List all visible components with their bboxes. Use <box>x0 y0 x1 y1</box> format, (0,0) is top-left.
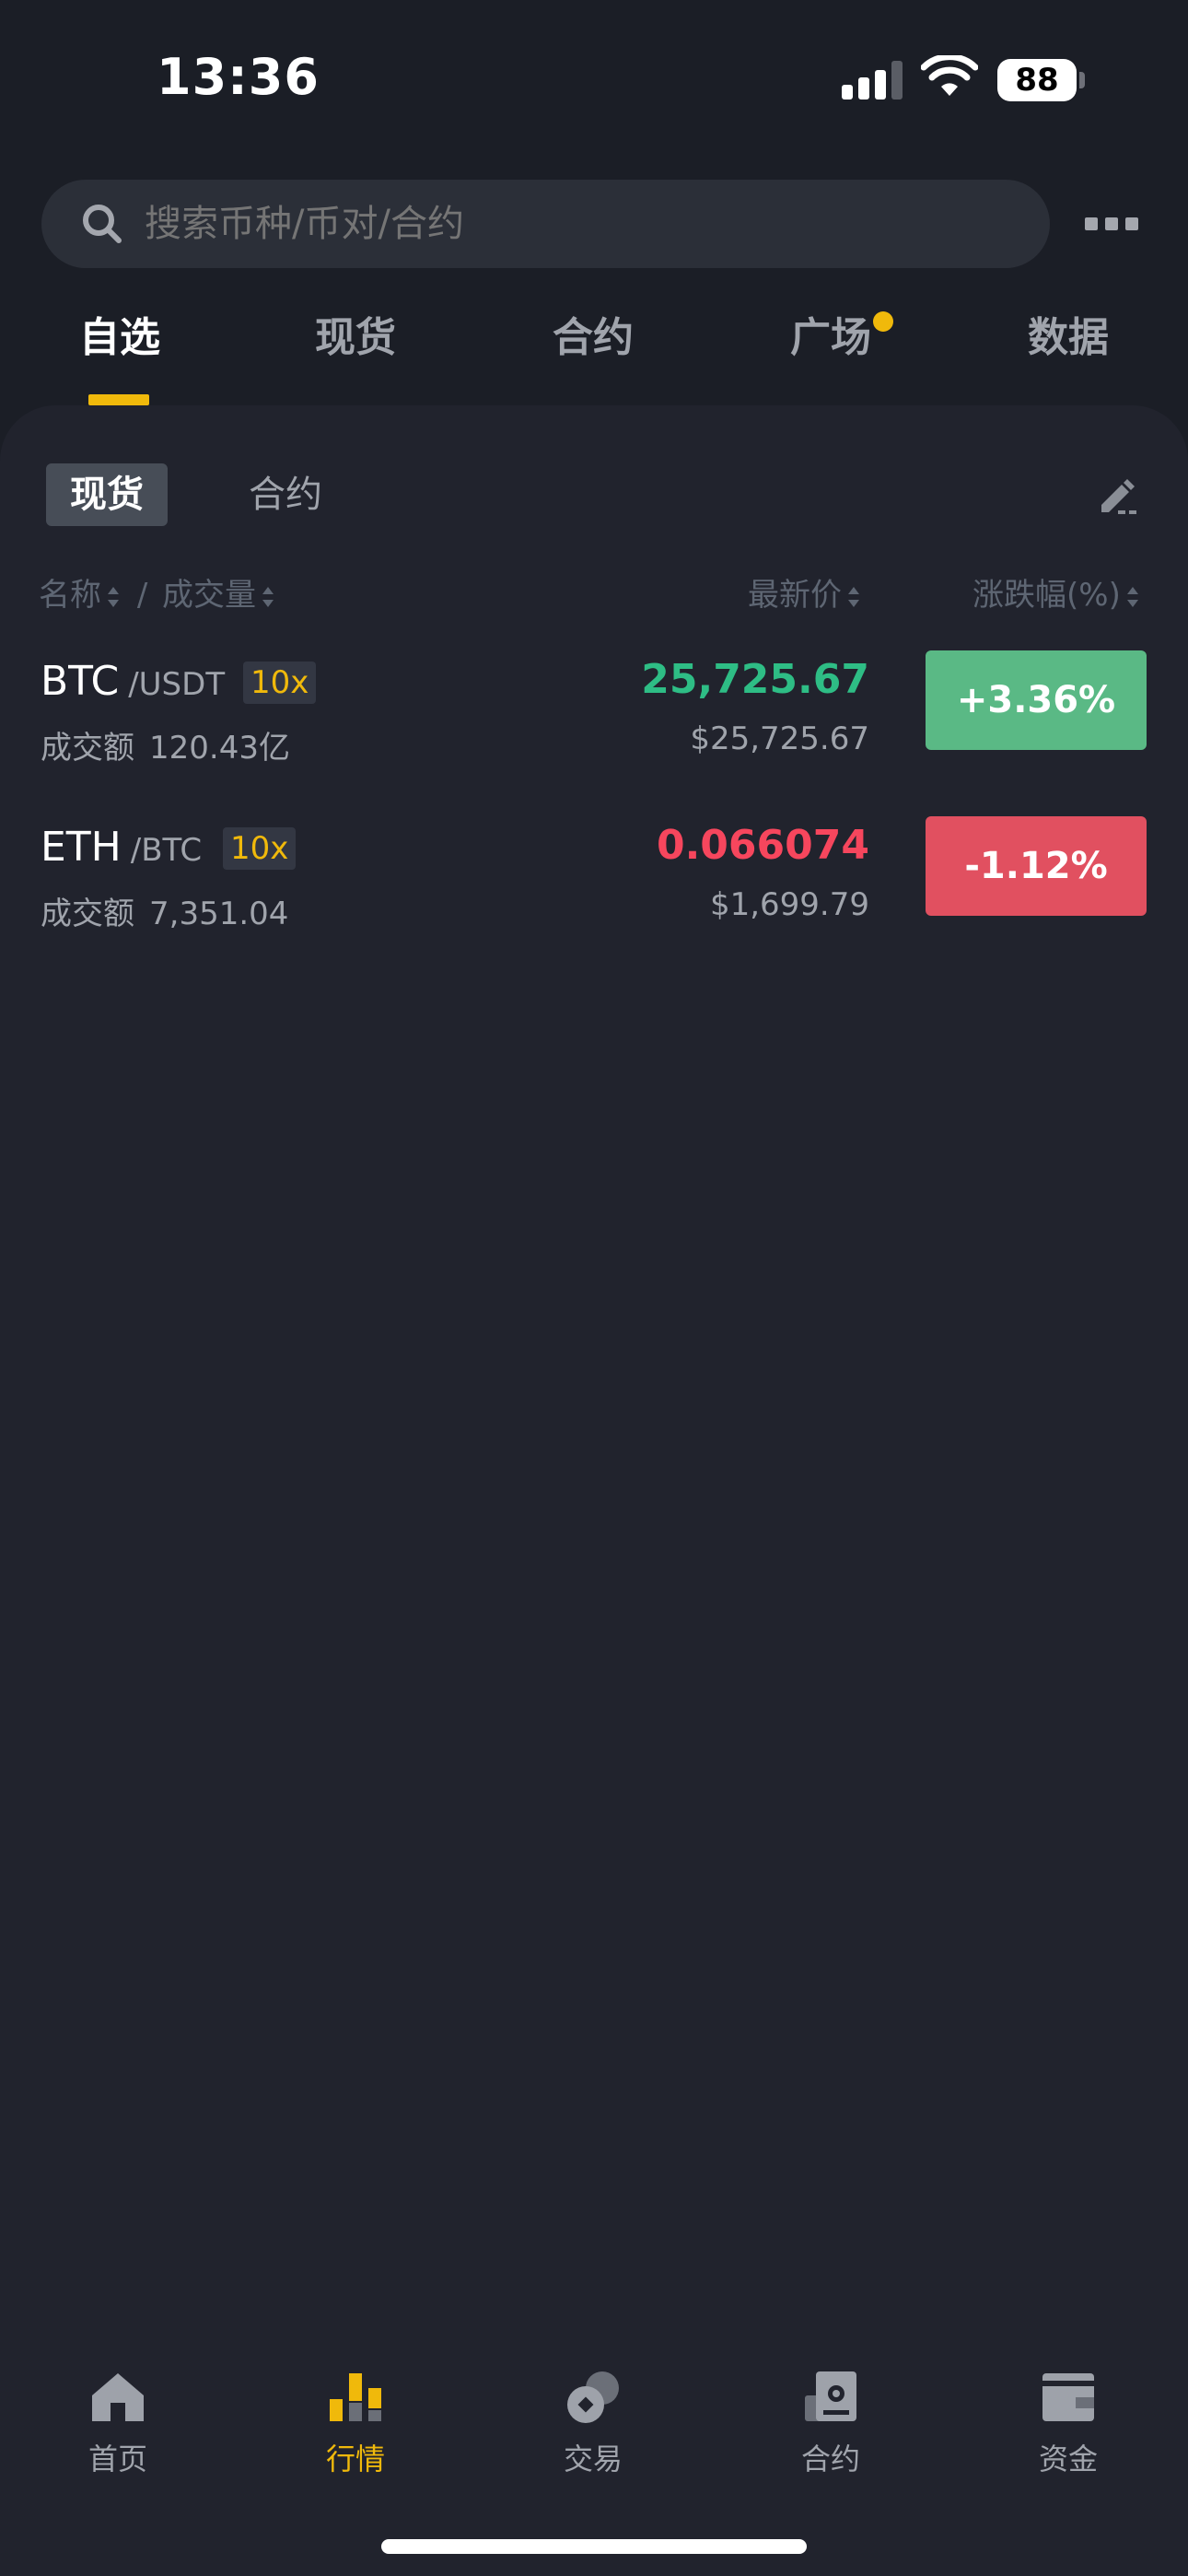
pair-base: BTC <box>41 658 120 705</box>
edit-icon[interactable] <box>1096 474 1138 516</box>
leverage-badge: 10x <box>243 662 317 704</box>
nav-market[interactable]: 行情 <box>282 2368 429 2478</box>
tab-data[interactable]: 数据 <box>1028 314 1109 361</box>
tab-watchlist[interactable]: 自选 <box>79 314 160 361</box>
sort-icon <box>108 586 119 607</box>
sort-icon <box>848 586 859 607</box>
usd-price: $25,725.67 <box>690 720 869 757</box>
nav-futures-label: 合约 <box>800 2441 860 2476</box>
nav-home-label: 首页 <box>87 2441 147 2476</box>
wallet-icon <box>1042 2373 1094 2421</box>
search-icon <box>83 205 122 243</box>
sub-tab-futures[interactable]: 合约 <box>249 474 322 516</box>
tab-spot[interactable]: 现货 <box>315 314 396 361</box>
column-change-label: 涨跌幅(%) <box>973 577 1121 614</box>
pair-quote: /BTC <box>130 832 203 869</box>
pair-name: BTC/USDT <box>41 658 225 705</box>
pair-base: ETH <box>41 824 122 871</box>
column-volume-label: 成交量 <box>162 577 256 614</box>
notification-dot <box>873 311 893 332</box>
cellular-signal-icon <box>842 61 903 100</box>
tab-futures[interactable]: 合约 <box>553 314 634 361</box>
battery-tip <box>1079 72 1085 88</box>
nav-futures[interactable]: 合约 <box>757 2368 904 2478</box>
nav-funds[interactable]: 资金 <box>995 2368 1142 2478</box>
turnover-label: 成交额 <box>41 730 134 767</box>
pair-name: ETH/BTC <box>41 824 202 871</box>
leverage-badge: 10x <box>223 827 297 870</box>
wifi-icon <box>921 55 978 96</box>
nav-trade-label: 交易 <box>563 2441 623 2476</box>
turnover-value: 7,351.04 <box>149 896 289 932</box>
bottom-nav: 首页 行情 交易 合约 <box>0 2349 1188 2576</box>
usd-price: $1,699.79 <box>709 886 869 923</box>
active-tab-indicator <box>88 394 149 405</box>
market-chart-icon <box>330 2373 381 2421</box>
nav-funds-label: 资金 <box>1038 2441 1098 2476</box>
market-row-btc[interactable]: BTC/USDT 10x 成交额 120.43亿 25,725.67 $25,72… <box>0 650 1188 798</box>
status-time: 13:36 <box>157 48 320 106</box>
search-input[interactable] <box>145 180 973 268</box>
market-row-eth[interactable]: ETH/BTC 10x 成交额 7,351.04 0.066074 $1,699.… <box>0 816 1188 964</box>
more-options-button[interactable] <box>1085 214 1140 236</box>
home-indicator[interactable] <box>381 2539 807 2554</box>
column-header-name[interactable]: 名称 / <box>39 569 147 615</box>
nav-market-label: 行情 <box>325 2441 385 2476</box>
main-panel <box>0 405 1188 2576</box>
tab-square[interactable]: 广场 <box>790 314 871 361</box>
top-tabs: 自选 现货 合约 广场 数据 <box>0 304 1188 405</box>
column-last-price-label: 最新价 <box>748 577 842 614</box>
column-header-last-price[interactable]: 最新价 <box>748 569 860 615</box>
change-badge[interactable]: +3.36% <box>926 650 1147 750</box>
search-bar[interactable] <box>41 180 1050 268</box>
column-header-volume[interactable]: 成交量 <box>162 569 274 615</box>
sort-icon <box>262 586 274 607</box>
home-icon <box>92 2373 144 2421</box>
turnover: 成交额 7,351.04 <box>41 888 288 933</box>
sort-icon <box>1126 586 1138 607</box>
column-separator: / <box>136 577 148 614</box>
pair-quote: /USDT <box>128 666 226 703</box>
column-header-change[interactable]: 涨跌幅(%) <box>973 569 1139 615</box>
column-name-label: 名称 <box>39 577 101 614</box>
change-badge[interactable]: -1.12% <box>926 816 1147 916</box>
turnover-value: 120.43亿 <box>149 730 290 767</box>
nav-home[interactable]: 首页 <box>44 2368 192 2478</box>
trade-coins-icon <box>567 2371 619 2423</box>
sub-tab-spot[interactable]: 现货 <box>46 463 168 526</box>
turnover: 成交额 120.43亿 <box>41 722 290 767</box>
turnover-label: 成交额 <box>41 896 134 932</box>
battery-icon: 88 <box>997 59 1077 101</box>
status-bar: 13:36 88 <box>0 0 1188 157</box>
nav-trade[interactable]: 交易 <box>519 2368 667 2478</box>
last-price: 0.066074 <box>656 822 869 869</box>
futures-icon <box>805 2371 856 2421</box>
last-price: 25,725.67 <box>641 656 869 703</box>
